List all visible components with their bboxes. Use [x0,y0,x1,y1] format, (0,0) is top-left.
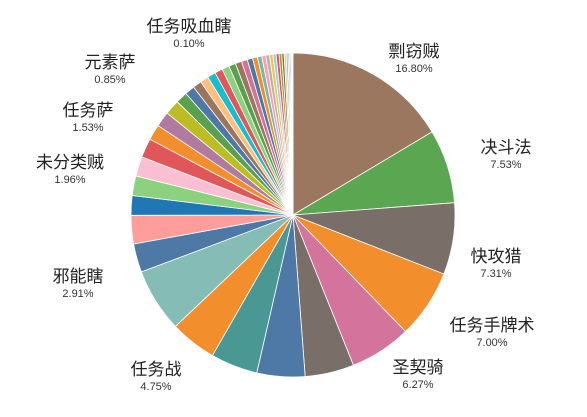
slice-label: 决斗法 [481,138,532,158]
slice-label: 快攻猎 [471,247,522,267]
slice-label: 任务萨 [63,101,114,121]
slice-label: 剽窃贼 [389,42,440,62]
slice-percent-label: 0.85% [94,74,125,86]
pie-slice[interactable] [292,52,433,216]
slice-percent-label: 0.10% [173,38,204,50]
slice-label: 圣契骑 [393,358,444,378]
slice-label: 未分类贼 [36,153,104,173]
slice-label: 元素萨 [85,53,136,73]
slice-label: 邪能瞎 [53,267,104,287]
slice-label: 任务手牌术 [450,316,535,336]
slice-percent-label: 7.53% [490,159,521,171]
pie-slices [130,52,456,378]
slice-percent-label: 6.27% [402,379,433,391]
slice-percent-label: 2.91% [62,288,93,300]
pie-slice[interactable] [291,52,294,216]
slice-percent-label: 16.80% [395,63,433,75]
slice-percent-label: 1.53% [72,122,103,134]
slice-label: 任务战 [131,360,182,380]
slice-percent-label: 4.75% [140,381,171,393]
slice-percent-label: 7.31% [480,268,511,280]
slice-label: 任务吸血瞎 [147,17,232,37]
slice-percent-label: 7.00% [476,337,507,349]
slice-percent-label: 1.96% [54,174,85,186]
